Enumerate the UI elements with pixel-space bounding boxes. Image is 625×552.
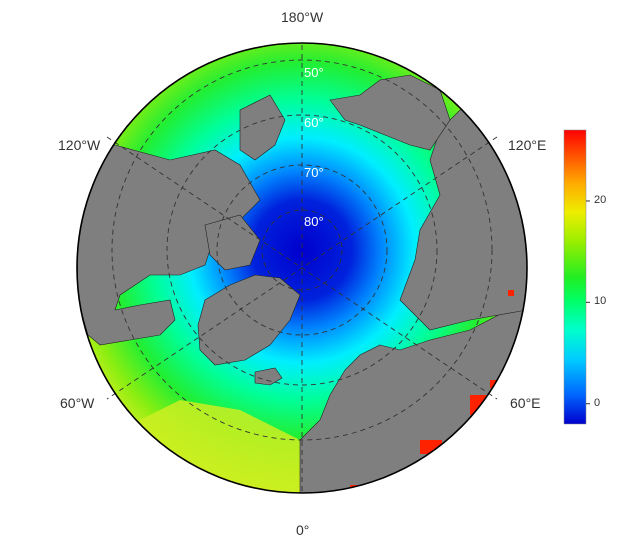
chukotka: [329, 74, 451, 151]
lat-label-60: 60°: [304, 115, 324, 130]
lat-label-50: 50°: [304, 65, 324, 80]
lon-label-120e: 120°E: [508, 137, 547, 153]
lat-label-70: 70°: [304, 165, 324, 180]
arctic-archipelago: [204, 214, 261, 271]
lon-label-0: 0°: [296, 522, 310, 538]
lat-label-80: 80°: [304, 214, 324, 229]
colorbar-ticks: [586, 200, 590, 405]
alaska: [239, 94, 286, 161]
siberia: [399, 104, 527, 331]
meridians: [106, 45, 498, 493]
lon-label-60w: 60°W: [60, 395, 95, 411]
colorbar-tick-label: 0: [594, 396, 601, 409]
north-america: [77, 144, 261, 346]
iceland: [254, 367, 283, 386]
map-border: [76, 42, 528, 494]
lon-label-180w: 180°W: [281, 9, 324, 25]
colorbar: [563, 129, 587, 425]
colorbar-tick-label: 10: [594, 295, 607, 308]
colorbar-tick-label: 20: [594, 193, 607, 206]
lon-label-60e: 60°E: [510, 395, 541, 411]
lon-label-120w: 120°W: [58, 137, 101, 153]
